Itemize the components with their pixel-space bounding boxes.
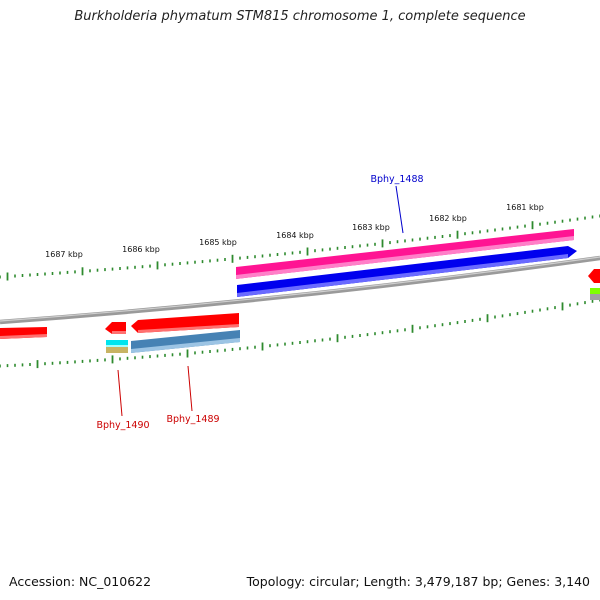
ruler-label: 1683 kbp <box>352 223 390 232</box>
cyan-feature[interactable] <box>106 340 128 347</box>
ruler-label: 1682 kbp <box>429 214 467 223</box>
ruler-label: 1681 kbp <box>506 203 544 212</box>
forward-gene-feature[interactable] <box>237 246 577 297</box>
topology-text: Topology: circular; Length: 3,479,187 bp… <box>246 574 590 589</box>
map-title: Burkholderia phymatum STM815 chromosome … <box>74 9 526 24</box>
reverse-cds-feature[interactable] <box>131 313 239 333</box>
outer-tick-track <box>0 214 600 281</box>
inner-tick-track <box>0 298 600 369</box>
khaki-feature[interactable] <box>106 347 128 353</box>
ruler-label: 1687 kbp <box>45 250 83 259</box>
reverse-cds-feature[interactable] <box>105 322 126 334</box>
reverse-cds-feature[interactable] <box>588 269 600 283</box>
label-leader-line <box>117 369 123 417</box>
label-leader-line <box>395 185 404 234</box>
ruler-label: 1684 kbp <box>276 231 314 240</box>
ruler-label: 1685 kbp <box>199 238 237 247</box>
lime-feature[interactable] <box>590 288 600 300</box>
label-leader-line <box>187 365 193 412</box>
gene-label-bphy-1489[interactable]: Bphy_1489 <box>166 414 219 425</box>
gene-label-bphy-1488[interactable]: Bphy_1488 <box>370 174 423 185</box>
genome-backbone <box>0 255 600 325</box>
gene-label-bphy-1490[interactable]: Bphy_1490 <box>96 420 149 431</box>
accession-text: Accession: NC_010622 <box>9 574 152 589</box>
ruler-label: 1686 kbp <box>122 245 160 254</box>
forward-cds-feature[interactable] <box>236 229 574 279</box>
reverse-cds-feature[interactable] <box>0 327 47 339</box>
reverse-gene-feature[interactable] <box>131 330 240 353</box>
